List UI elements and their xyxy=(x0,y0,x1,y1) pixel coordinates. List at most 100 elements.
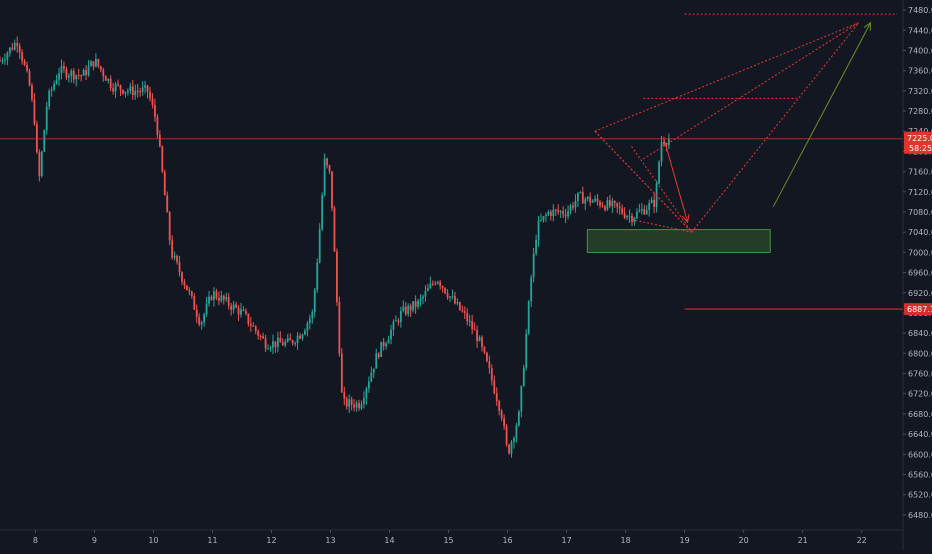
candle-body xyxy=(382,341,385,347)
candle-body xyxy=(208,296,210,304)
candle-body xyxy=(461,309,464,312)
candle-body xyxy=(596,198,599,202)
candle-body xyxy=(522,367,525,386)
candle-body xyxy=(527,301,530,334)
candle-body xyxy=(28,70,31,86)
candle-body xyxy=(537,220,540,241)
price-tick-label: 6800.0 xyxy=(908,349,932,358)
candle-body xyxy=(577,192,579,201)
candle-body xyxy=(503,418,506,427)
candle-body xyxy=(444,287,447,294)
candle-body xyxy=(375,353,378,369)
candle-body xyxy=(360,404,363,409)
candle-body xyxy=(55,79,58,84)
pitchfork-line[interactable] xyxy=(594,22,859,132)
pitchfork-line[interactable] xyxy=(594,130,693,233)
candle-body xyxy=(129,86,132,91)
candle-body xyxy=(495,393,498,402)
candle-body xyxy=(13,43,16,50)
price-tick-label: 6920.0 xyxy=(908,289,932,298)
candle-body xyxy=(564,214,567,217)
candle-body xyxy=(183,281,186,286)
candle-body xyxy=(365,388,368,399)
demand-zone[interactable] xyxy=(586,229,771,253)
down-arrow[interactable] xyxy=(663,138,689,223)
candle-body xyxy=(422,296,424,299)
price-tick-label: 6840.0 xyxy=(908,329,932,338)
candle-body xyxy=(591,201,594,203)
candle-body xyxy=(407,305,410,315)
candle-body xyxy=(599,201,601,206)
candle-body xyxy=(409,305,412,311)
candle-body xyxy=(567,211,569,217)
candle-body xyxy=(417,300,419,307)
price-tick-label: 7240.0 xyxy=(908,127,932,136)
time-tick-label: 19 xyxy=(680,536,690,545)
pitchfork-line[interactable] xyxy=(643,22,860,160)
candle-body xyxy=(23,60,26,65)
candle-body xyxy=(90,61,92,67)
candle-body xyxy=(412,301,415,311)
candle-body xyxy=(542,216,545,221)
candle-body xyxy=(146,85,149,92)
candle-body xyxy=(185,285,188,291)
time-axis[interactable]: 8 9 10 11 12 13 14 15 16 17 18 19 20 21 22 xyxy=(33,530,867,545)
price-tick-label: 7360.0 xyxy=(908,67,932,76)
candles-layer xyxy=(0,36,670,458)
candle-body xyxy=(665,144,668,146)
candle-body xyxy=(134,90,137,96)
candle-body xyxy=(38,152,41,177)
candle-body xyxy=(166,195,169,213)
down-arrow-head xyxy=(681,214,690,224)
candle-body xyxy=(473,329,476,331)
candle-body xyxy=(301,334,304,339)
candle-body xyxy=(380,341,383,358)
candle-body xyxy=(18,45,21,53)
candle-body xyxy=(151,98,154,105)
price-tick-label: 7400.0 xyxy=(908,46,932,55)
candle-body xyxy=(220,295,223,301)
candle-body xyxy=(85,70,87,76)
candle-body xyxy=(370,372,373,382)
candle-body xyxy=(104,76,107,81)
candle-body xyxy=(338,302,341,354)
pitchfork-line[interactable] xyxy=(631,146,693,233)
candle-body xyxy=(178,262,181,273)
candle-body xyxy=(326,158,328,166)
time-tick-label: 17 xyxy=(561,536,571,545)
candle-body xyxy=(0,60,1,62)
candle-body xyxy=(158,134,161,147)
candle-body xyxy=(240,309,242,315)
candle-body xyxy=(26,64,28,71)
candle-body xyxy=(626,216,628,218)
candle-body xyxy=(173,255,176,258)
candle-body xyxy=(181,272,183,282)
candle-body xyxy=(530,277,533,302)
candle-body xyxy=(232,304,235,310)
candle-body xyxy=(372,368,375,373)
support-price-tag xyxy=(904,303,932,316)
candle-body xyxy=(136,90,139,92)
candle-body xyxy=(466,312,469,322)
candle-body xyxy=(48,90,51,107)
candle-body xyxy=(40,151,43,177)
candle-body xyxy=(213,291,215,300)
candle-body xyxy=(638,210,641,212)
candle-body xyxy=(525,333,528,368)
candle-body xyxy=(648,203,651,210)
candle-body xyxy=(195,309,198,318)
candle-body xyxy=(33,99,36,125)
price-tick-label: 7040.0 xyxy=(908,228,932,237)
candle-body xyxy=(490,368,493,381)
candle-body xyxy=(562,211,565,215)
candle-body xyxy=(463,311,466,313)
candle-body xyxy=(554,209,557,211)
price-tick-label: 7000.0 xyxy=(908,248,932,257)
pitchfork-line[interactable] xyxy=(691,22,860,233)
target-arrow[interactable] xyxy=(772,22,871,208)
candle-body xyxy=(559,211,562,213)
candle-body xyxy=(190,291,193,296)
candle-body xyxy=(58,73,60,80)
